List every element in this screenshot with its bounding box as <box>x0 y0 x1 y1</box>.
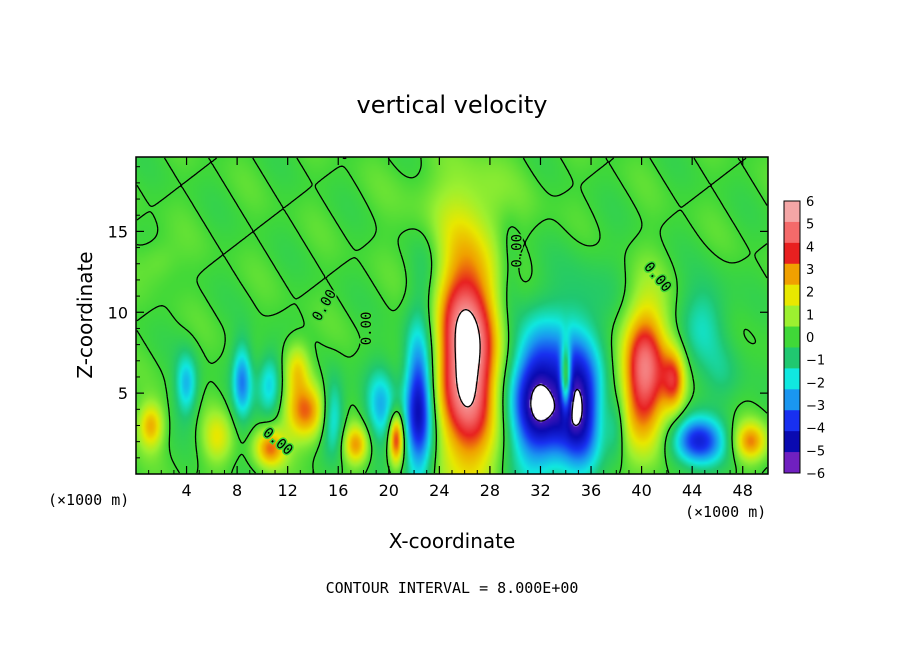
colorbar-label: 3 <box>806 263 814 278</box>
contour-negative <box>530 384 583 426</box>
colorbar-swatch <box>784 347 800 369</box>
y-axis-label: Z-coordinate <box>73 251 97 378</box>
colorbar-swatch <box>784 263 800 286</box>
colorbar-label: 1 <box>806 308 814 323</box>
colorbar-label: 4 <box>806 240 814 255</box>
chart-title: vertical velocity <box>357 91 548 119</box>
colorbar-swatch <box>784 326 800 348</box>
colorbar: 6 5 4 3 2 1 0 −1 −2 −3 −4 −5 −6 <box>783 195 825 482</box>
colorbar-swatch <box>784 410 800 432</box>
colorbar-swatch <box>784 242 800 265</box>
contour-interval-note: CONTOUR INTERVAL = 8.000E+00 <box>326 579 579 597</box>
colorbar-label: −3 <box>806 399 825 414</box>
x-unit-right: (×1000 m) <box>685 503 766 521</box>
x-tick-label: 24 <box>429 481 449 500</box>
colorbar-frame <box>783 200 801 474</box>
colorbar-swatch <box>784 305 800 328</box>
colorbar-label: 0 <box>806 331 814 346</box>
colorbar-swatch <box>784 452 800 474</box>
colorbar-label: 6 <box>806 195 814 210</box>
colorbar-label: −4 <box>806 422 825 437</box>
contour-lines <box>136 157 768 474</box>
colorbar-swatch <box>784 221 800 244</box>
x-tick-label: 12 <box>278 481 298 500</box>
y-tick-label: 5 <box>118 384 128 403</box>
y-tick-label: 15 <box>108 222 128 241</box>
x-tick-label: 40 <box>631 481 651 500</box>
x-tick-label: 8 <box>232 481 242 500</box>
colorbar-label: 5 <box>806 218 814 233</box>
colorbar-swatch <box>784 368 800 390</box>
colorbar-label: −1 <box>806 354 825 369</box>
plot-area: 0.000.000.000.000.00 <box>136 157 768 474</box>
y-tick-label: 10 <box>108 303 128 322</box>
colorbar-swatch <box>784 201 800 223</box>
colorbar-swatch <box>784 284 800 307</box>
colorbar-swatch <box>784 431 800 453</box>
colorbar-label: −6 <box>806 467 825 482</box>
x-tick-label: 16 <box>328 481 348 500</box>
x-tick-label: 36 <box>581 481 601 500</box>
colorbar-label: 2 <box>806 286 814 301</box>
x-axis: 4 8 12 16 20 24 28 32 36 40 44 48 <box>148 157 756 500</box>
x-tick-label: 44 <box>682 481 702 500</box>
y-axis: 5 10 15 <box>108 166 768 459</box>
contour-line <box>454 309 481 408</box>
colorbar-label: −5 <box>806 444 825 459</box>
x-tick-label: 28 <box>480 481 500 500</box>
velocity-field <box>136 157 768 474</box>
contour-label: 0.00 <box>510 234 526 268</box>
x-tick-label: 20 <box>379 481 399 500</box>
contour-label: 0.00 <box>359 312 375 346</box>
colorbar-swatch <box>784 389 800 411</box>
x-unit-left: (×1000 m) <box>48 491 129 509</box>
x-tick-label: 48 <box>733 481 753 500</box>
x-axis-label: X-coordinate <box>389 529 516 553</box>
colorbar-label: −2 <box>806 376 825 391</box>
x-tick-label: 32 <box>530 481 550 500</box>
x-tick-label: 4 <box>181 481 191 500</box>
contour-line <box>136 157 768 474</box>
